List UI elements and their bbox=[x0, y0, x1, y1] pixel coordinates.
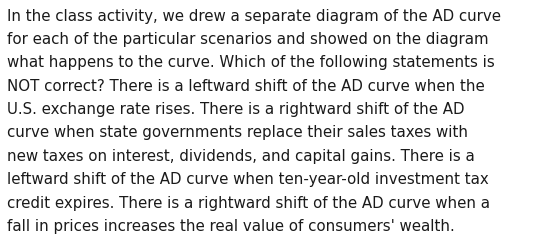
Text: what happens to the curve. Which of the following statements is: what happens to the curve. Which of the … bbox=[7, 55, 495, 70]
Text: U.S. exchange rate rises. There is a rightward shift of the AD: U.S. exchange rate rises. There is a rig… bbox=[7, 102, 465, 117]
Text: In the class activity, we drew a separate diagram of the AD curve: In the class activity, we drew a separat… bbox=[7, 9, 501, 24]
Text: new taxes on interest, dividends, and capital gains. There is a: new taxes on interest, dividends, and ca… bbox=[7, 148, 475, 163]
Text: NOT correct? There is a leftward shift of the AD curve when the: NOT correct? There is a leftward shift o… bbox=[7, 78, 485, 94]
Text: curve when state governments replace their sales taxes with: curve when state governments replace the… bbox=[7, 125, 468, 140]
Text: leftward shift of the AD curve when ten-year-old investment tax: leftward shift of the AD curve when ten-… bbox=[7, 172, 489, 186]
Text: for each of the particular scenarios and showed on the diagram: for each of the particular scenarios and… bbox=[7, 32, 489, 47]
Text: credit expires. There is a rightward shift of the AD curve when a: credit expires. There is a rightward shi… bbox=[7, 195, 490, 210]
Text: fall in prices increases the real value of consumers' wealth.: fall in prices increases the real value … bbox=[7, 218, 455, 233]
